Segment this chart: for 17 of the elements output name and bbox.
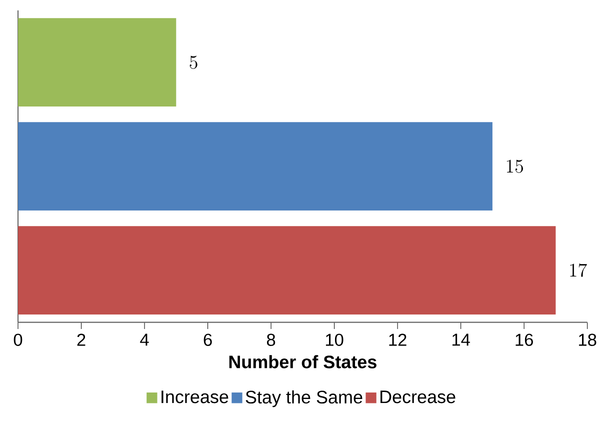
x-tick-label: 4 [140, 334, 149, 346]
x-tick-label: 18 [579, 334, 596, 346]
x-tick-label: 10 [326, 334, 344, 346]
legend-label: Stay the Same [246, 390, 362, 408]
x-tick-label: 2 [77, 334, 86, 346]
x-tick-label: 14 [452, 334, 470, 346]
data-label: 5 [190, 56, 198, 69]
x-tick-label: 16 [516, 334, 533, 346]
x-axis-title: Number of States [229, 355, 376, 368]
x-tick-label: 12 [389, 334, 406, 346]
x-tick-label: 0 [14, 334, 22, 346]
legend-label: Increase [162, 390, 228, 404]
x-tick-label: 8 [266, 334, 276, 346]
legend-label: Decrease [380, 390, 456, 404]
data-label: 17 [570, 264, 587, 277]
x-tick-label: 6 [204, 334, 212, 346]
data-label: 15 [506, 160, 523, 173]
